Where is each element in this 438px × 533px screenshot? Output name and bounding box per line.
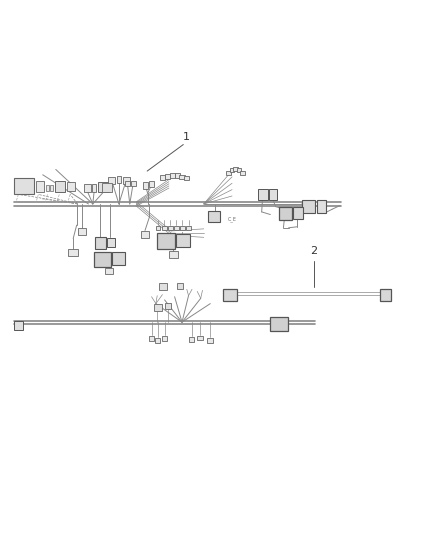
Bar [177,233,190,247]
Bar [177,283,184,289]
Bar [141,231,149,238]
Bar [170,173,175,178]
Bar [162,336,167,341]
Bar [207,338,213,343]
Bar [380,289,391,301]
Bar [189,337,194,342]
Bar [269,189,277,200]
Bar [160,175,165,180]
Bar [230,168,234,172]
Bar [106,268,113,274]
Bar [302,200,315,214]
Bar [143,182,148,189]
Bar [95,237,106,249]
Bar [240,171,245,175]
Bar [112,252,125,265]
Bar [175,173,180,178]
Bar [186,226,191,230]
Bar [233,167,238,171]
Text: 1: 1 [183,132,190,142]
Bar [198,336,203,341]
Bar [258,189,268,200]
Bar [108,177,115,184]
Bar [117,176,121,183]
Bar [168,226,173,230]
Bar [68,249,78,256]
Bar [149,181,154,187]
Bar [157,233,176,249]
Bar [293,207,303,219]
Bar [317,200,326,214]
Bar [67,182,75,191]
Bar [155,338,160,343]
Bar [237,168,241,172]
Bar [208,211,220,222]
Bar [92,184,96,192]
Bar [46,185,49,191]
Bar [124,181,130,186]
Bar [55,181,65,192]
Text: 2: 2 [310,246,318,256]
Bar [165,174,170,179]
Bar [279,207,292,220]
Bar [223,289,237,301]
Bar [14,179,35,195]
Bar [155,226,160,230]
Bar [107,238,115,247]
Bar [226,171,231,175]
Bar [159,284,167,290]
Text: C_E: C_E [228,216,237,222]
Bar [123,177,130,184]
Bar [180,226,185,230]
Bar [270,317,288,330]
Bar [84,184,91,192]
Bar [94,252,111,266]
Bar [14,321,23,329]
Bar [165,303,171,309]
Bar [50,185,53,191]
Bar [149,336,154,341]
Bar [36,181,44,192]
Bar [169,252,178,259]
Bar [162,226,166,230]
Bar [154,304,162,311]
Bar [180,174,185,179]
Bar [131,181,136,186]
Bar [102,183,112,192]
Bar [174,226,179,230]
Bar [78,228,86,235]
Bar [98,182,109,192]
Bar [184,175,189,180]
